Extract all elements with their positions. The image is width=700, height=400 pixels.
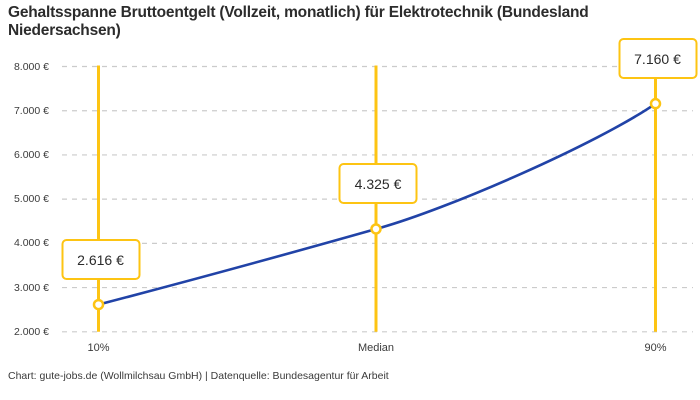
y-axis-tick-label: 5.000 € <box>13 193 49 206</box>
value-label: 4.325 € <box>354 175 402 192</box>
x-axis-tick-label: 10% <box>87 342 110 354</box>
y-axis-tick-label: 4.000 € <box>13 237 49 250</box>
chart-title: Gehaltsspanne Bruttoentgelt (Vollzeit, m… <box>8 4 589 39</box>
value-label: 2.616 € <box>77 251 124 268</box>
data-point-marker <box>92 298 105 311</box>
value-label: 7.160 € <box>634 50 681 67</box>
value-label-box: 7.160 € <box>618 38 697 80</box>
x-axis-tick-label: 90% <box>644 342 667 354</box>
y-axis-tick-label: 3.000 € <box>13 281 49 294</box>
chart-footer: Chart: gute-jobs.de (Wollmilchsau GmbH) … <box>8 370 389 382</box>
x-axis-tick-label: Median <box>357 342 395 354</box>
y-axis-tick-label: 7.000 € <box>13 104 49 117</box>
y-axis-tick-label: 2.000 € <box>13 325 49 338</box>
data-point-marker <box>370 223 382 235</box>
data-point-marker <box>649 97 662 110</box>
y-axis-tick-label: 8.000 € <box>13 60 49 73</box>
value-label-box: 2.616 € <box>61 239 140 281</box>
value-label-box: 4.325 € <box>338 163 418 205</box>
y-axis-tick-label: 6.000 € <box>13 148 49 161</box>
